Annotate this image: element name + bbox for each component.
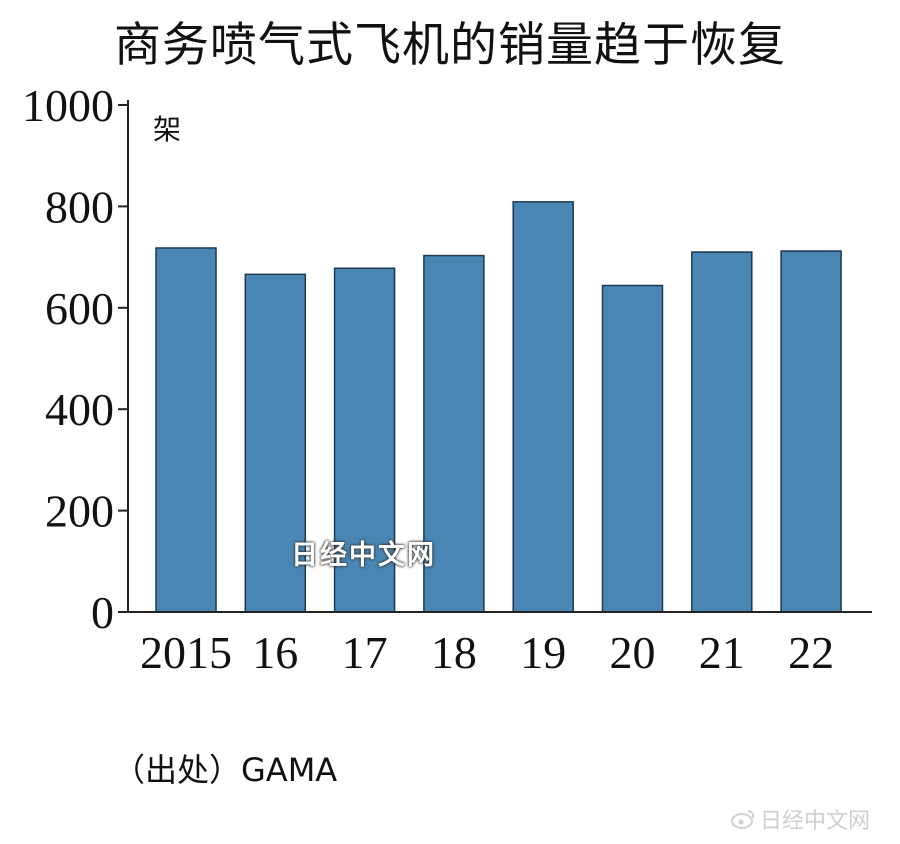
y-tick-label: 400 xyxy=(45,384,114,435)
bar xyxy=(512,201,574,613)
x-tick-label: 21 xyxy=(699,627,745,678)
bar xyxy=(780,250,842,613)
bar xyxy=(423,254,485,613)
chart-title: 商务喷气式飞机的销量趋于恢复 xyxy=(114,18,786,73)
source-note: （出处）GAMA xyxy=(113,751,338,789)
y-tick-label: 800 xyxy=(45,181,114,232)
corner-watermark: 日经中文网 xyxy=(730,803,870,835)
corner-watermark-text: 日经中文网 xyxy=(760,809,871,834)
bar xyxy=(244,273,307,613)
y-tick-label: 0 xyxy=(91,587,114,638)
x-ticks-group: 2015 16 17 18 19 20 21 22 xyxy=(140,627,834,678)
axes-group xyxy=(127,100,872,613)
x-tick-label: 16 xyxy=(252,627,298,678)
x-tick-label: 19 xyxy=(520,627,566,678)
bar xyxy=(333,267,396,613)
y-tick-label: 200 xyxy=(45,486,114,537)
bar xyxy=(155,247,217,613)
x-tick-label: 2015 xyxy=(140,627,232,678)
bar xyxy=(601,284,664,613)
y-tick-label: 600 xyxy=(45,283,114,334)
weibo-logo-icon xyxy=(731,810,755,829)
bars-group xyxy=(155,201,842,613)
x-tick-label: 22 xyxy=(788,627,834,678)
x-tick-label: 20 xyxy=(610,627,656,678)
y-ticks-group: 0 200 400 600 800 1000 xyxy=(22,80,128,638)
bar xyxy=(691,251,753,613)
watermark: 日经中文网 xyxy=(291,540,436,571)
x-tick-label: 18 xyxy=(431,627,477,678)
y-tick-label: 1000 xyxy=(22,80,114,131)
x-tick-label: 17 xyxy=(342,627,388,678)
y-axis-unit: 架 xyxy=(153,113,181,146)
